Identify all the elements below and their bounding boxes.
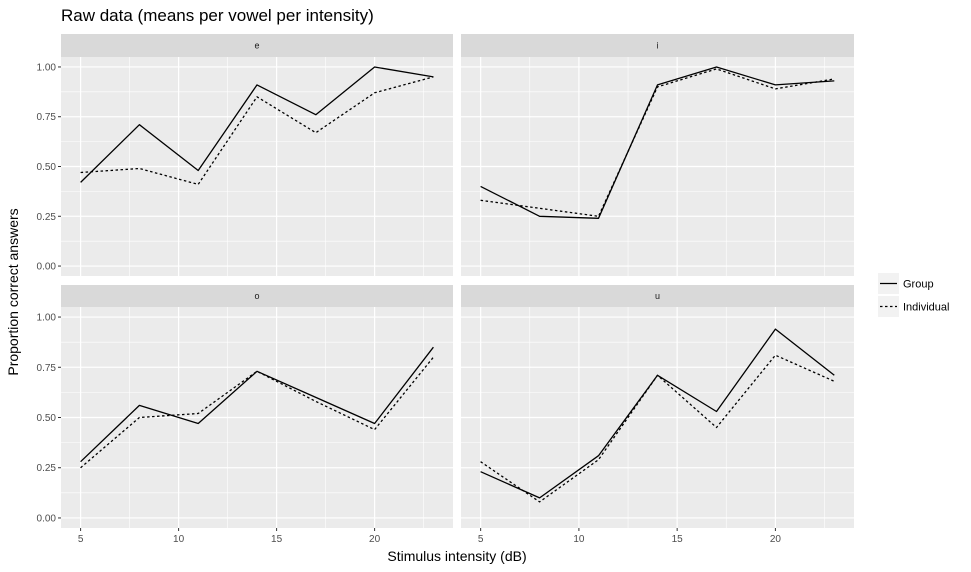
x-tick-label: 10 xyxy=(173,534,185,545)
strip-background xyxy=(461,34,854,57)
y-tick-label: 0.25 xyxy=(37,463,57,474)
x-tick-label: 15 xyxy=(271,534,283,545)
panel-u: u 5 10 15 20 xyxy=(461,285,854,545)
series-line-individual xyxy=(80,356,434,469)
x-tick-label: 20 xyxy=(369,534,381,545)
chart-title: Raw data (means per vowel per intensity) xyxy=(61,6,374,25)
series-line-individual xyxy=(480,354,835,503)
y-axis-title-group: Proportion correct answers xyxy=(5,208,21,375)
legend-label-individual: Individual xyxy=(903,302,949,314)
x-axis-title: Stimulus intensity (dB) xyxy=(387,548,526,564)
strip-label: e xyxy=(254,41,259,51)
panels: e 0.00 0.25 0.50 0.75 1.00 i o 0.00 0.25 0.50 0.75 1… xyxy=(37,34,854,545)
y-tick-label: 0.50 xyxy=(37,162,57,173)
legend-key-individual xyxy=(878,296,899,317)
panel-o: o 0.00 0.25 0.50 0.75 1.00 5 10 15 20 xyxy=(37,285,453,545)
x-tick-label: 20 xyxy=(770,534,782,545)
series-line-group xyxy=(80,346,434,463)
strip-label: u xyxy=(655,291,660,301)
x-tick-label: 5 xyxy=(78,534,84,545)
legend-label-group: Group xyxy=(903,279,934,291)
y-tick-label: 0.75 xyxy=(37,363,57,374)
y-tick-label: 0.75 xyxy=(37,112,57,123)
series-line-group xyxy=(480,66,835,219)
x-tick-label: 5 xyxy=(478,534,484,545)
strip-label: i xyxy=(657,41,659,51)
y-tick-label: 0.25 xyxy=(37,212,57,223)
y-axis-title: Proportion correct answers xyxy=(5,208,21,375)
y-tick-label: 0.00 xyxy=(37,262,57,273)
strip-background xyxy=(461,285,854,307)
strip-background xyxy=(61,285,453,307)
series-line-individual xyxy=(80,76,434,186)
y-tick-label: 1.00 xyxy=(37,313,57,324)
y-tick-label: 1.00 xyxy=(37,62,57,73)
panel-e: e 0.00 0.25 0.50 0.75 1.00 xyxy=(37,34,453,276)
panel-i: i xyxy=(461,34,854,276)
strip-label: o xyxy=(254,291,259,301)
y-tick-label: 0.50 xyxy=(37,413,57,424)
y-tick-label: 0.00 xyxy=(37,513,57,524)
strip-background xyxy=(61,34,453,57)
series-line-individual xyxy=(480,68,835,217)
series-line-group xyxy=(80,66,434,183)
legend: Group Individual xyxy=(878,273,949,317)
x-tick-label: 15 xyxy=(672,534,684,545)
x-tick-label: 10 xyxy=(573,534,585,545)
